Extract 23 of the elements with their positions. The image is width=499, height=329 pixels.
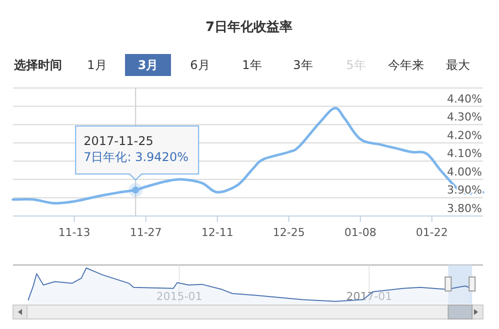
annotation: 2017-11-25 7日年化: 3.9420% bbox=[84, 134, 188, 164]
y-tick-label: 3.80% bbox=[447, 202, 482, 215]
y-tick-label: 4.40% bbox=[447, 92, 482, 106]
x-tick-label: 01-08 bbox=[344, 226, 376, 239]
y-tick-label: 4.20% bbox=[447, 128, 482, 142]
y-tick-label: 4.00% bbox=[447, 165, 482, 178]
text: 选择时间 bbox=[13, 58, 62, 72]
text: 今年来 bbox=[388, 58, 424, 72]
x-tick-label: 01-22 bbox=[416, 226, 448, 239]
text: 6月 bbox=[190, 58, 210, 72]
x-tick-label: 12-25 bbox=[272, 226, 305, 239]
x-tick-label: 2015-01 bbox=[156, 290, 202, 303]
y-tick-label: 4.10% bbox=[447, 147, 482, 160]
text: 3年 bbox=[293, 58, 313, 72]
text: 最大 bbox=[446, 58, 470, 72]
y-tick-label: 4.30% bbox=[447, 110, 482, 124]
text: 1月 bbox=[87, 58, 107, 72]
x-tick-label: 11-13 bbox=[58, 226, 90, 239]
x-tick-label: 12-11 bbox=[201, 226, 234, 239]
text: 1年 bbox=[242, 58, 262, 72]
chart-title: 7日年化收益率 bbox=[205, 19, 293, 35]
text: 3月 bbox=[138, 58, 158, 72]
x-tick-label: 11-27 bbox=[130, 226, 162, 239]
